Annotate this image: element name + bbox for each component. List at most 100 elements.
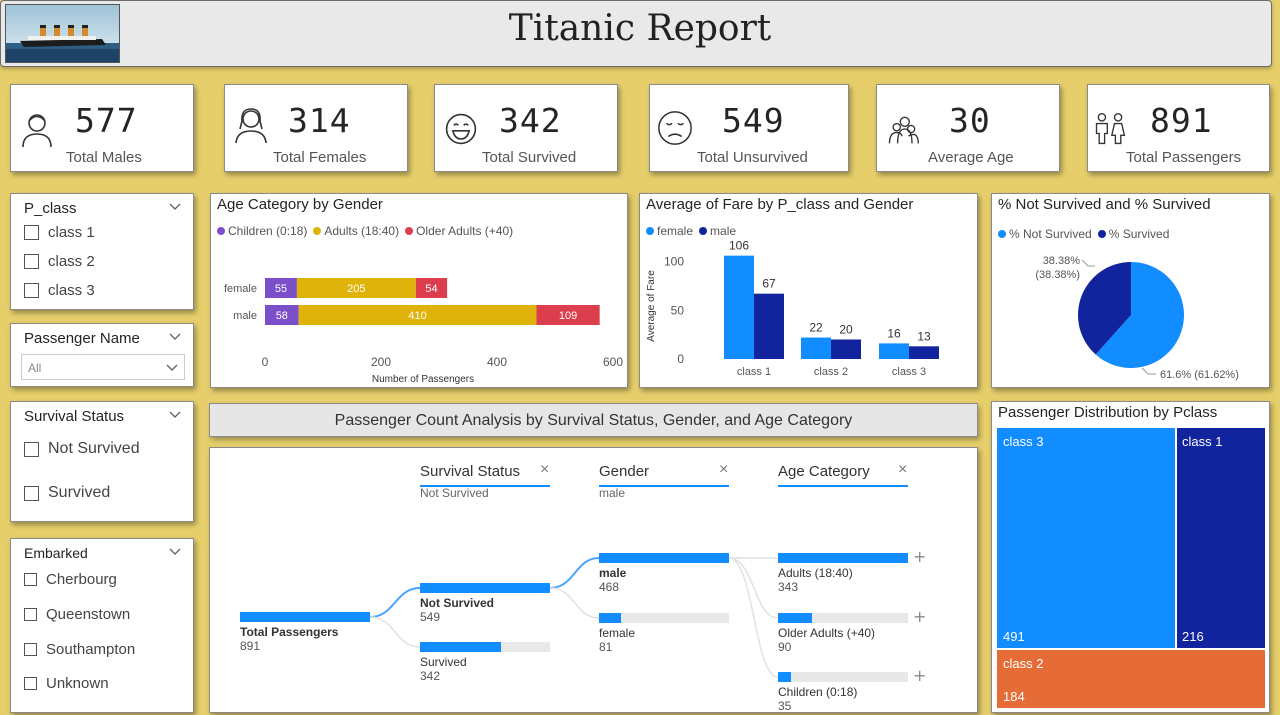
level-header-survival-status[interactable]: Survival Status Not Survived ×	[420, 461, 550, 500]
chevron-down-icon[interactable]	[166, 363, 178, 373]
decomposition-links	[369, 557, 779, 678]
age-icon	[888, 116, 919, 144]
legend-item[interactable]: % Survived	[1097, 227, 1169, 241]
slicer-option-survived[interactable]: Survived	[24, 484, 110, 502]
data-label: 67	[762, 277, 776, 291]
tree-node-survived[interactable]: Survived 342	[420, 642, 550, 683]
tree-link	[369, 616, 421, 648]
chart-legend: Children (0:18) Adults (18:40) Older Adu…	[217, 224, 519, 238]
legend-item[interactable]: male	[699, 224, 736, 238]
slicer-option-not-survived[interactable]: Not Survived	[24, 440, 140, 458]
tick-label: 600	[603, 355, 623, 369]
tree-node-female[interactable]: female 81	[599, 613, 729, 654]
legend-item[interactable]: Older Adults (+40)	[405, 224, 513, 238]
checkbox[interactable]	[24, 441, 39, 457]
checkbox[interactable]	[24, 677, 37, 690]
tick-label: 0	[262, 355, 269, 369]
bar-segment	[265, 305, 299, 325]
kpi-total-passengers: 891 Total Passengers	[1087, 84, 1270, 172]
data-label: 58	[276, 310, 288, 322]
chevron-down-icon[interactable]	[169, 202, 181, 212]
node-bar-fill	[778, 672, 791, 682]
report-header: Titanic Report	[0, 0, 1272, 67]
chevron-down-icon[interactable]	[169, 547, 181, 557]
node-value: 81	[599, 640, 613, 654]
node-bar	[778, 672, 908, 682]
slicer-option-class-2[interactable]: class 2	[24, 253, 95, 270]
slicer-option-class-1[interactable]: class 1	[24, 224, 95, 241]
node-label: Older Adults (+40)	[778, 626, 876, 640]
data-label: (38.38%)	[1035, 269, 1080, 281]
treemap-cell-class-3[interactable]: class 3 491	[997, 428, 1175, 648]
legend-item[interactable]: Children (0:18)	[217, 224, 307, 238]
close-icon[interactable]: ×	[540, 461, 550, 478]
node-bar	[778, 613, 908, 623]
level-header-gender[interactable]: Gender male ×	[599, 461, 729, 500]
node-bar	[599, 613, 729, 623]
banner-text: Passenger Count Analysis by Survival Sta…	[334, 412, 853, 429]
data-label: 13	[917, 329, 931, 343]
slicer-option-class-3[interactable]: class 3	[24, 282, 95, 299]
node-bar	[420, 642, 550, 652]
chevron-down-icon[interactable]	[169, 410, 181, 420]
slicer-option-queenstown[interactable]: Queenstown	[24, 606, 130, 623]
close-icon[interactable]: ×	[898, 461, 908, 478]
node-label: Survived	[420, 655, 467, 669]
level-name: Age Category	[778, 463, 870, 480]
tree-node-adults[interactable]: Adults (18:40) 343	[778, 553, 908, 594]
slicer-title: Embarked	[24, 545, 88, 561]
axis-label: Average of Fare	[646, 270, 657, 342]
slicer-option-unknown[interactable]: Unknown	[24, 675, 109, 692]
checkbox[interactable]	[24, 485, 39, 501]
expand-icon[interactable]: +	[913, 547, 927, 566]
tree-node-children[interactable]: Children (0:18) 35	[778, 672, 908, 713]
node-bar	[420, 583, 550, 593]
treemap-chart: Passenger Distribution by Pclass class 3…	[991, 401, 1270, 713]
kpi-total-survived: 342 Total Survived	[434, 84, 618, 172]
data-label: 109	[559, 310, 577, 322]
chevron-down-icon[interactable]	[169, 332, 181, 342]
legend-item[interactable]: % Not Survived	[998, 227, 1092, 241]
treemap-cell-class-2[interactable]: class 2 184	[997, 650, 1265, 708]
tree-link	[549, 587, 600, 619]
slicer-option-cherbourg[interactable]: Cherbourg	[24, 571, 117, 588]
female-icon	[235, 108, 267, 144]
data-label: 205	[347, 283, 365, 295]
legend-dot	[405, 227, 414, 235]
tree-node-not-survived[interactable]: Not Survived 549	[420, 583, 550, 624]
average-fare-chart: Average of Fare by P_class and Gender fe…	[639, 193, 978, 388]
expand-icon[interactable]: +	[913, 666, 927, 685]
checkbox[interactable]	[24, 283, 39, 298]
chart-legend: % Not Survived % Survived	[998, 227, 1175, 241]
tree-node-male[interactable]: male 468	[599, 553, 729, 594]
level-header-age-category[interactable]: Age Category ×	[778, 461, 908, 487]
node-bar-fill	[420, 583, 550, 593]
node-value: 343	[778, 580, 799, 594]
node-bar	[778, 553, 908, 563]
kpi-label: Total Males	[66, 149, 142, 166]
tree-node-total-passengers[interactable]: Total Passengers 891	[240, 612, 370, 653]
node-label: Total Passengers	[240, 625, 339, 639]
slicer-option-southampton[interactable]: Southampton	[24, 641, 135, 658]
checkbox[interactable]	[24, 643, 37, 656]
leader-line	[1141, 367, 1156, 375]
treemap-label: class 1	[1182, 434, 1223, 449]
node-value: 90	[778, 640, 792, 654]
pie-slice	[1078, 262, 1131, 355]
checkbox[interactable]	[24, 573, 37, 586]
expand-icon[interactable]: +	[913, 607, 927, 626]
checkbox[interactable]	[24, 225, 39, 240]
kpi-label: Average Age	[928, 149, 1014, 166]
slicer-survival-status: Survival Status Not Survived Survived	[10, 401, 194, 522]
tree-link	[549, 557, 600, 589]
checkbox[interactable]	[24, 254, 39, 269]
legend-item[interactable]: Adults (18:40)	[313, 224, 399, 238]
close-icon[interactable]: ×	[719, 461, 729, 478]
tree-node-older-adults[interactable]: Older Adults (+40) 90	[778, 613, 908, 654]
bar	[754, 293, 784, 359]
checkbox[interactable]	[24, 608, 37, 621]
treemap-cell-class-1[interactable]: class 1 216	[1177, 428, 1265, 648]
legend-item[interactable]: female	[646, 224, 693, 238]
node-label: Children (0:18)	[778, 685, 858, 699]
passenger-name-dropdown[interactable]: All	[21, 354, 185, 380]
